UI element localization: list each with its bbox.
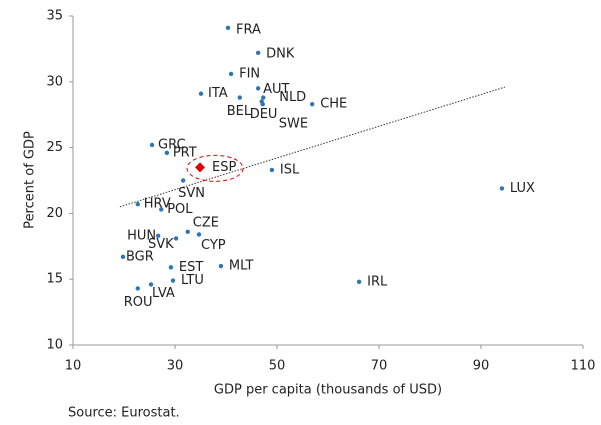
point — [185, 229, 190, 235]
y-tick-label: 15 — [46, 272, 63, 287]
highlight-marker — [194, 162, 205, 173]
x-tick-label: 30 — [167, 359, 184, 374]
point-label: GRC — [158, 137, 186, 152]
y-tick-label: 35 — [46, 9, 63, 24]
point — [155, 233, 161, 238]
point-label: CHE — [320, 97, 347, 112]
trendline — [119, 86, 506, 208]
point — [228, 71, 234, 77]
point-label: HUN — [127, 228, 156, 243]
point — [120, 254, 126, 260]
y-tick-label: 20 — [46, 206, 63, 221]
point-label: FIN — [239, 66, 260, 81]
source: Source: Eurostat. — [68, 406, 180, 421]
x-tick-label: 70 — [371, 359, 388, 374]
point — [260, 101, 265, 107]
point — [499, 186, 505, 191]
y-tick-label: 10 — [46, 338, 63, 353]
point-label: LVA — [152, 286, 175, 301]
point-label: POL — [167, 202, 193, 217]
point — [148, 282, 154, 287]
point-label: SVK — [148, 237, 174, 252]
point-label: ROU — [124, 295, 153, 310]
point-label: DEU — [250, 107, 278, 122]
point — [168, 265, 174, 270]
point-label: SVN — [178, 186, 205, 201]
point-label: ISL — [280, 162, 300, 177]
point — [164, 150, 170, 156]
point — [269, 167, 275, 173]
point — [237, 95, 242, 100]
y-axis-label: Percent of GDP — [23, 131, 38, 229]
point — [261, 95, 266, 100]
y-tick-label: 25 — [46, 140, 63, 155]
point — [135, 201, 140, 207]
point — [170, 278, 176, 283]
point — [149, 142, 155, 148]
point-label: SWE — [279, 117, 308, 132]
point — [180, 178, 186, 183]
x-tick-label: 10 — [65, 359, 82, 374]
point — [309, 101, 315, 107]
point-label: CYP — [201, 238, 226, 253]
point — [218, 263, 224, 269]
point-label: PRT — [173, 145, 197, 160]
x-axis-label: GDP per capita (thousands of USD) — [214, 383, 442, 398]
point — [255, 50, 261, 56]
point-label: AUT — [263, 82, 289, 97]
point-label: ITA — [208, 86, 228, 101]
point — [225, 25, 231, 31]
x-tick-label: 110 — [571, 359, 596, 374]
point-label: FRA — [236, 22, 261, 37]
point — [173, 236, 179, 241]
point-label: DNK — [266, 46, 295, 61]
point-label: IRL — [367, 274, 388, 289]
point-label: ESP — [212, 160, 236, 175]
point-label: BEL — [227, 104, 252, 119]
point — [159, 207, 164, 212]
point — [255, 86, 261, 91]
point-label: LTU — [181, 273, 204, 288]
point-label: MLT — [229, 259, 254, 274]
x-tick-label: 90 — [473, 359, 490, 374]
y-tick-label: 30 — [46, 74, 63, 89]
point — [356, 279, 362, 285]
point-label: NLD — [279, 90, 306, 105]
point — [135, 286, 140, 291]
point-label: EST — [179, 260, 203, 275]
point-label: BGR — [126, 249, 154, 264]
point-label: LUX — [510, 181, 535, 196]
point-label: CZE — [193, 215, 219, 230]
highlight-ring — [186, 154, 244, 182]
point — [196, 232, 202, 237]
point — [198, 91, 204, 96]
x-tick-label: 50 — [269, 359, 286, 374]
point-label: HRV — [144, 197, 171, 212]
